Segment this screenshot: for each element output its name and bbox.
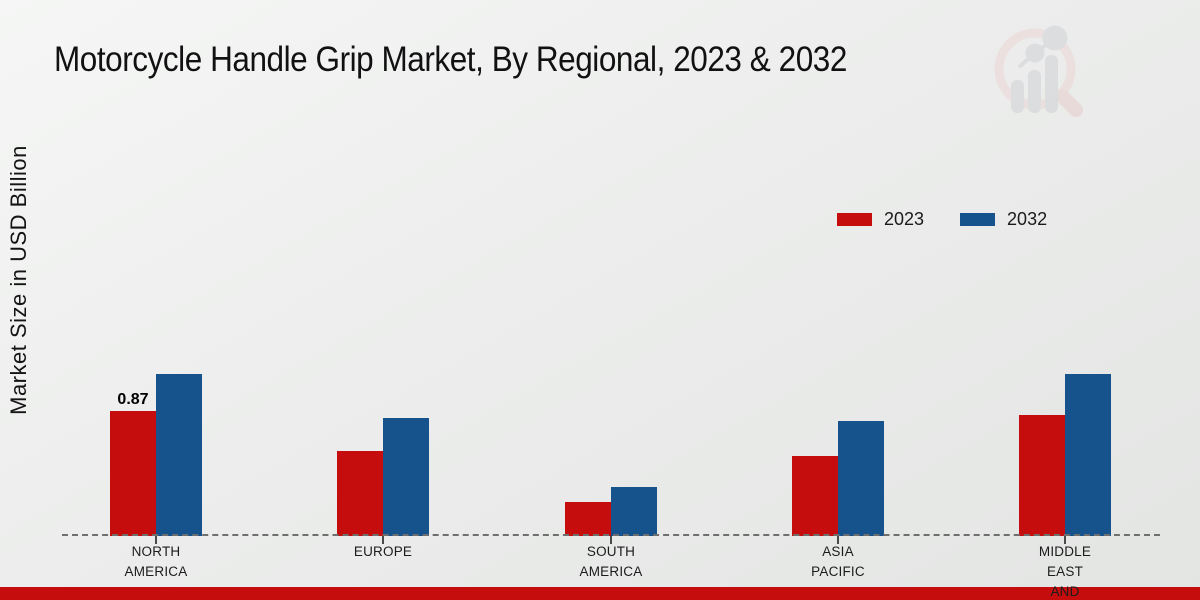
legend-label-2032: 2032 [1007,209,1048,229]
bar-2023-south-america[interactable] [565,502,611,536]
x-axis-baseline [62,534,1160,536]
bar-2032-europe[interactable] [383,418,429,536]
legend-label-2023: 2023 [884,209,925,229]
bar-2032-south-america[interactable] [611,487,657,536]
page-title: Motorcycle Handle Grip Market, By Region… [54,40,847,79]
bar-2023-middle-east-and[interactable] [1019,415,1065,536]
bar-2032-asia-pacific[interactable] [838,421,884,536]
legend-item-2032[interactable]: 2032 [960,209,1047,230]
x-axis-tick [155,536,157,544]
bar-2023-europe[interactable] [337,451,383,536]
legend-swatch-2032 [960,213,996,226]
bar-2032-middle-east-and[interactable] [1065,374,1111,536]
magnifier-barchart-logo-icon [994,25,1083,117]
bar-2023-asia-pacific[interactable] [792,456,838,536]
legend-item-2023[interactable]: 2023 [837,209,924,230]
x-axis-tick [610,536,612,544]
x-axis-tick [382,536,384,544]
bar-2023-north-america[interactable] [110,411,156,536]
bar-value-label: 0.87 [117,391,149,408]
footer-accent-strip [0,587,1200,600]
x-axis-tick [837,536,839,544]
category-label-south-america: SOUTH AMERICA [579,544,643,579]
category-label-middle-east-and: MIDDLE EAST AND [1038,544,1092,599]
x-axis-tick [1064,536,1066,544]
bar-2032-north-america[interactable] [156,374,202,536]
category-label-asia-pacific: ASIA PACIFIC [811,544,865,579]
category-label-north-america: NORTH AMERICA [124,544,188,579]
legend-swatch-2023 [837,213,872,226]
legend: 2023 2032 [837,209,1047,230]
category-label-europe: EUROPE [353,544,413,559]
